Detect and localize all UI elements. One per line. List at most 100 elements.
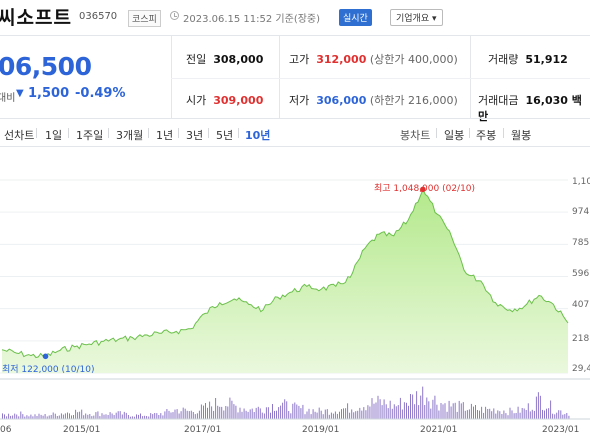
- volume-bar: [375, 402, 377, 419]
- volume-bar: [418, 405, 420, 419]
- volume-bar: [359, 407, 361, 419]
- stat-prev-close: 전일 308,000: [186, 51, 263, 67]
- volume-bar: [428, 401, 430, 419]
- volume-bar: [50, 415, 52, 419]
- volume-bar: [377, 395, 379, 419]
- volume-bar: [446, 411, 448, 419]
- volume-bar: [493, 408, 495, 419]
- period-10y[interactable]: 10년: [245, 129, 271, 142]
- volume-bar: [28, 416, 30, 419]
- current-price: 06,500: [0, 52, 92, 81]
- volume-bar: [310, 414, 312, 419]
- candle-daily[interactable]: 일봉: [444, 129, 465, 142]
- volume-bar: [436, 404, 438, 419]
- volume-bar: [243, 408, 245, 419]
- volume-bar: [257, 406, 259, 419]
- volume-bar: [194, 414, 196, 419]
- volume-bar: [332, 413, 334, 419]
- period-3y[interactable]: 3년: [186, 129, 204, 142]
- period-1w[interactable]: 1주일: [76, 129, 104, 142]
- volume-bar: [314, 411, 316, 419]
- volume-bar: [253, 412, 255, 419]
- volume-bar: [280, 405, 282, 419]
- volume-bar: [239, 407, 241, 419]
- volume-bar: [300, 408, 302, 419]
- volume-bar: [125, 412, 127, 419]
- volume-bar: [326, 409, 328, 419]
- volume-bar: [544, 410, 545, 419]
- volume-bar: [341, 409, 342, 419]
- volume-bar: [247, 411, 249, 419]
- divider: [208, 128, 209, 138]
- volume-bar: [233, 404, 235, 419]
- volume-bar: [373, 403, 375, 419]
- volume-bar: [318, 407, 320, 419]
- price-chart: [0, 179, 590, 420]
- volume-bar: [261, 412, 263, 419]
- volume-bar: [521, 408, 523, 419]
- volume-bar: [357, 410, 359, 419]
- volume-bar: [198, 410, 200, 419]
- volume-bar: [395, 406, 397, 419]
- candle-weekly[interactable]: 주봉: [476, 129, 497, 142]
- volume-bar: [221, 406, 223, 419]
- volume-bar: [312, 409, 314, 419]
- volume-bar: [552, 413, 554, 419]
- volume-bar: [302, 404, 304, 419]
- volume-bar: [535, 396, 537, 419]
- volume-bar: [97, 411, 99, 419]
- volume-bar: [336, 413, 338, 419]
- volume-bar: [353, 412, 355, 419]
- volume-bar: [109, 412, 111, 419]
- volume-bar: [306, 411, 308, 419]
- volume-bar: [539, 395, 541, 419]
- volume-bar: [367, 405, 369, 419]
- volume-bar: [339, 411, 340, 419]
- volume-bar: [64, 413, 66, 419]
- period-3m[interactable]: 3개월: [116, 129, 144, 142]
- company-overview-button[interactable]: 기업개요 ▾: [390, 9, 443, 26]
- line-chart-tab[interactable]: 선차트: [4, 129, 35, 142]
- realtime-button[interactable]: 실시간: [339, 9, 372, 26]
- candle-monthly[interactable]: 월봉: [511, 129, 532, 142]
- volume-bar: [440, 403, 442, 419]
- volume-bar: [278, 407, 280, 419]
- stat-value: 309,000: [213, 94, 264, 107]
- divider: [171, 78, 590, 79]
- period-5y[interactable]: 5년: [216, 129, 234, 142]
- volume-bar: [152, 414, 154, 419]
- stat-value: 308,000: [213, 53, 264, 66]
- volume-bar: [73, 415, 74, 419]
- period-1d[interactable]: 1일: [45, 129, 63, 142]
- volume-bar: [473, 406, 474, 419]
- volume-bar: [410, 394, 411, 419]
- volume-bar: [48, 415, 50, 419]
- volume-bar: [560, 410, 562, 419]
- clock-icon: [170, 11, 179, 20]
- volume-bar: [420, 395, 422, 419]
- volume-bar: [10, 415, 12, 419]
- volume-bar: [298, 405, 300, 419]
- volume-bar: [131, 416, 133, 419]
- volume-bar: [217, 405, 219, 419]
- volume-bar: [294, 402, 296, 419]
- volume-bar: [4, 414, 5, 419]
- volume-bar: [533, 410, 535, 419]
- volume-bar: [95, 412, 97, 419]
- volume-bar: [111, 413, 113, 419]
- volume-bar: [170, 412, 172, 419]
- volume-bar: [2, 413, 3, 419]
- price-area: [2, 189, 568, 373]
- volume-bar: [491, 411, 493, 419]
- volume-bar: [160, 413, 162, 419]
- volume-bar: [391, 408, 393, 419]
- volume-bar: [30, 414, 32, 419]
- volume-bar: [22, 414, 24, 419]
- volume-bar: [483, 412, 485, 419]
- volume-bar: [207, 407, 208, 419]
- volume-bar: [190, 410, 192, 419]
- volume-bar: [365, 410, 367, 419]
- period-1y[interactable]: 1년: [156, 129, 174, 142]
- candle-chart-tab[interactable]: 봉차트: [400, 129, 431, 142]
- volume-bar: [485, 406, 487, 419]
